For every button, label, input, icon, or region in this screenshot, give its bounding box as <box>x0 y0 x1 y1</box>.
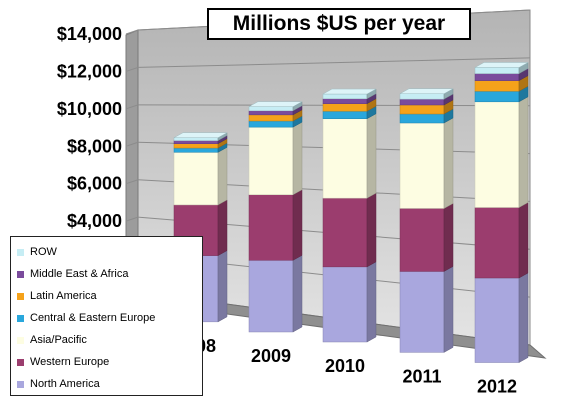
bar-segment-side <box>217 199 228 257</box>
gridline-side <box>125 104 139 110</box>
legend-swatch <box>17 380 24 388</box>
x-tick-label: 2010 <box>325 356 365 376</box>
bar-segment <box>173 143 219 149</box>
bar-top <box>322 88 377 95</box>
bar-segment <box>248 120 294 128</box>
bar-segment-side <box>443 117 454 209</box>
y-tick-label: $12,000 <box>57 61 122 81</box>
bar-segment <box>322 98 368 104</box>
gridline-side <box>125 179 139 185</box>
gridline-side <box>125 66 139 72</box>
bar-segment <box>474 90 520 103</box>
legend-swatch <box>17 336 24 344</box>
gridline <box>137 57 531 68</box>
bar-segment <box>173 140 219 144</box>
bar-segment <box>173 152 219 206</box>
legend-swatch <box>17 292 24 300</box>
bar-segment <box>474 67 520 74</box>
bar-segment <box>399 113 445 124</box>
bar-segment <box>248 126 294 195</box>
chart-title: Millions $US per year <box>207 8 471 40</box>
bar-segment <box>322 266 368 343</box>
legend-label: North America <box>30 378 100 390</box>
bar-segment-side <box>518 96 529 208</box>
bar-segment <box>322 197 368 268</box>
bar-segment-side <box>292 121 303 196</box>
legend-label: ROW <box>30 246 57 258</box>
bar-segment <box>399 122 445 209</box>
bar-segment <box>399 208 445 272</box>
bar-segment <box>173 147 219 153</box>
bar-segment <box>474 101 520 208</box>
gridline-side <box>125 29 139 35</box>
legend-swatch <box>17 248 24 256</box>
legend-swatch <box>17 314 24 322</box>
bar-top <box>173 132 228 138</box>
bar-top <box>474 62 529 68</box>
legend-item: Asia/Pacific <box>17 329 202 351</box>
y-tick-label: $14,000 <box>57 24 122 44</box>
legend-label: Central & Eastern Europe <box>30 312 156 324</box>
bar-top <box>248 101 303 107</box>
bar-segment-side <box>518 272 529 363</box>
bar-segment <box>173 137 219 141</box>
bar-segment-side <box>217 250 228 323</box>
bar-segment <box>474 80 520 92</box>
legend-label: Latin America <box>30 290 97 302</box>
y-tick-label: $6,000 <box>67 174 122 194</box>
bar-segment <box>322 118 368 199</box>
legend-swatch <box>17 270 24 278</box>
bar-segment <box>248 194 294 261</box>
bar-segment-side <box>443 203 454 272</box>
legend-item: Latin America <box>17 285 202 307</box>
gridline-side <box>125 141 139 147</box>
bar-segment-side <box>518 202 529 279</box>
bar-segment <box>399 271 445 353</box>
bar-segment <box>474 73 520 81</box>
bar-segment-side <box>366 113 377 199</box>
legend-swatch <box>17 358 24 366</box>
x-tick-label: 2009 <box>251 346 291 366</box>
bar-segment <box>248 106 294 112</box>
y-tick-label: $8,000 <box>67 136 122 156</box>
legend-item: ROW <box>17 241 202 263</box>
bar-segment <box>399 104 445 115</box>
bar-segment <box>474 277 520 363</box>
bar-segment-side <box>292 254 303 333</box>
legend-item: North America <box>17 373 202 395</box>
y-tick-label: $4,000 <box>67 211 122 231</box>
bar-segment-side <box>443 266 454 353</box>
legend: ROW Middle East & Africa Latin America Cent… <box>10 236 203 396</box>
x-tick-label: 2011 <box>402 366 441 386</box>
gridline-side <box>125 216 139 222</box>
bar-segment <box>322 103 368 112</box>
legend-label: Asia/Pacific <box>30 334 87 346</box>
legend-item: Central & Eastern Europe <box>17 307 202 329</box>
legend-label: Middle East & Africa <box>30 268 129 280</box>
bar-segment-side <box>366 192 377 268</box>
bar-segment <box>474 207 520 279</box>
bar-segment-side <box>292 189 303 261</box>
legend-item: Western Europe <box>17 351 202 373</box>
legend-label: Western Europe <box>30 356 110 368</box>
bar-segment <box>399 98 445 106</box>
bar-segment <box>322 110 368 119</box>
bar-segment-side <box>217 146 228 206</box>
x-tick-label: 2012 <box>477 377 517 397</box>
bar-segment <box>399 93 445 100</box>
bar-segment <box>322 93 368 100</box>
bar-segment-side <box>366 261 377 343</box>
y-tick-label: $10,000 <box>57 99 122 119</box>
bar-segment <box>248 260 294 333</box>
bar-top <box>399 88 454 94</box>
bar-segment <box>248 114 294 122</box>
legend-item: Middle East & Africa <box>17 263 202 285</box>
bar-segment <box>248 110 294 116</box>
